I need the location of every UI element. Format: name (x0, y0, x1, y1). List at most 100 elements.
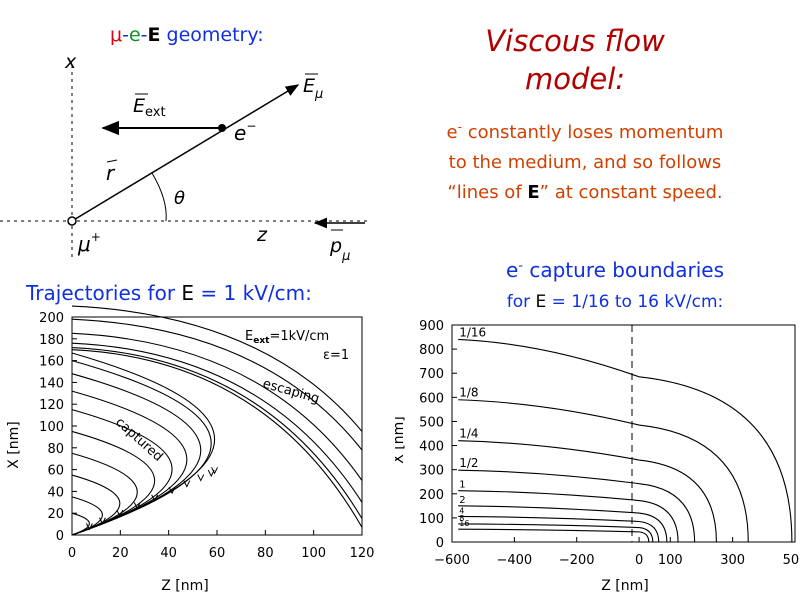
y-tick-label: 0 (56, 529, 64, 544)
escaping-trajectory (71, 349, 363, 528)
title-E: E (147, 24, 161, 46)
label-mu: μ+ (77, 230, 101, 256)
plot-frame (451, 324, 796, 543)
escaping-trajectory (71, 305, 363, 432)
x-axis-label: Z [nm] (601, 578, 648, 594)
axis-ticks: 0 20 40 60 80 100 120 0 20 40 60 80 100 120 140 160 180 2… (39, 311, 374, 561)
trajectory-arrow (211, 467, 219, 475)
x-tick-label: 40 (160, 546, 177, 561)
trajectories-title: Trajectories for E = 1 kV/cm: (26, 281, 312, 305)
label-p: pμ (329, 235, 350, 264)
label-z: z (256, 224, 268, 246)
y-tick-label: 400 (419, 440, 444, 455)
y-tick-label: 700 (419, 367, 444, 382)
x-tick-label: 500 (783, 553, 800, 568)
model-title-line2: model: (524, 62, 626, 96)
y-tick-label: 120 (39, 398, 64, 413)
x-tick-label: −200 (559, 553, 595, 568)
axis-ticks: −600 −400 −200 0 100 300 500 0 100 200 300 400 500 60… (419, 319, 800, 568)
y-tick-label: 160 (39, 355, 64, 370)
r-vector (71, 84, 300, 222)
y-tick-label: 20 (47, 507, 64, 522)
x-tick-label: 100 (301, 546, 326, 561)
captured-trajectory (71, 373, 202, 536)
x-tick-label: 20 (112, 546, 129, 561)
escaping-trajectory (71, 342, 363, 503)
model-description: e- constantly loses momentum to the medi… (405, 112, 765, 208)
x-tick-label: 0 (635, 553, 643, 568)
x-tick-label: 0 (68, 546, 76, 561)
y-tick-label: 80 (47, 442, 64, 457)
title-rest: geometry: (160, 24, 264, 46)
model-line1: e- constantly loses momentum (446, 120, 724, 143)
legend-eext: Eext=1kV/cm (245, 329, 329, 346)
boundary-line (458, 490, 679, 543)
model-line3: “lines of E” at constant speed. (447, 182, 723, 203)
y-tick-label: 600 (419, 391, 444, 406)
label-r: r (106, 161, 116, 185)
trajectory-lines (71, 305, 363, 536)
title-dash: - (140, 24, 148, 46)
x-tick-label: 300 (720, 553, 745, 568)
label-x: x (64, 51, 77, 73)
y-tick-label: 40 (47, 485, 64, 500)
series-label: 1/4 (459, 427, 478, 441)
x-axis-label: Z [nm] (161, 578, 208, 594)
boundary-line (458, 338, 793, 543)
boundary-line (458, 505, 668, 543)
x-tick-label: 100 (658, 553, 683, 568)
title-mu: μ (110, 24, 123, 46)
model-line2: to the medium, and so follows (448, 152, 722, 173)
x-tick-label: 120 (350, 546, 375, 561)
series-label: 1/8 (459, 386, 478, 400)
x-tick-label: −600 (434, 553, 470, 568)
capture-subtitle: for E = 1/16 to 16 kV/cm: (506, 292, 724, 312)
y-tick-label: 900 (419, 319, 444, 334)
label-escaping: escaping (261, 376, 321, 406)
y-tick-label: 500 (419, 415, 444, 430)
y-tick-label: 300 (419, 464, 444, 479)
label-e: e− (234, 119, 256, 145)
label-theta: θ (174, 188, 185, 209)
series-label: 16 (459, 519, 469, 528)
capture-title: e- capture boundaries (505, 258, 725, 282)
y-axis-label: X [nm] (395, 416, 407, 463)
x-tick-label: −400 (497, 553, 533, 568)
boundary-line (458, 523, 654, 543)
label-captured: captured (112, 415, 165, 465)
trajectory-arrow (207, 469, 215, 478)
legend-eps: ε=1 (323, 348, 349, 363)
boundary-line (458, 469, 696, 543)
y-tick-label: 180 (39, 333, 64, 348)
y-tick-label: 140 (39, 376, 64, 391)
y-tick-label: 200 (39, 311, 64, 326)
vec-bar (106, 159, 118, 163)
series-label: 1/16 (459, 325, 486, 339)
y-tick-label: 60 (47, 464, 64, 479)
label-eext: Eext (133, 95, 166, 120)
title-e: e (128, 24, 141, 46)
trajectory-arrow (197, 474, 205, 482)
boundary-line (458, 440, 717, 543)
escaping-trajectory (71, 318, 363, 451)
escaping-trajectory (71, 346, 363, 519)
y-tick-label: 100 (419, 512, 444, 527)
model-title: Viscous flow model: (430, 22, 720, 98)
y-tick-label: 100 (39, 420, 64, 435)
geometry-title: μ-e-E geometry: (110, 24, 264, 46)
series-label: 1 (459, 480, 465, 491)
escaping-trajectory (71, 332, 363, 481)
label-emu: Eμ (303, 75, 323, 102)
muon-dot (67, 216, 77, 226)
y-axis-label: X [nm] (6, 421, 22, 468)
model-title-line1: Viscous flow (485, 24, 665, 58)
boundary-line (458, 528, 650, 543)
series-label: 1/2 (459, 456, 478, 470)
title-dash: - (122, 24, 129, 46)
geometry-diagram: x Eext Eμ e− r θ μ+ z pμ (0, 51, 370, 264)
series-label: 8 (459, 514, 464, 523)
series-label: 2 (459, 495, 465, 506)
x-tick-label: 60 (209, 546, 226, 561)
